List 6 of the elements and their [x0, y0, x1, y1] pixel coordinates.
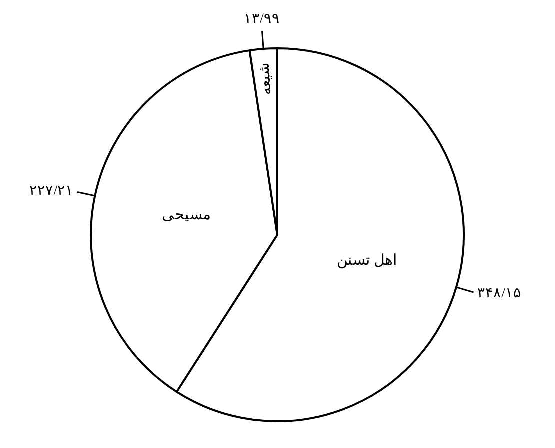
- slice-label: مسیحی: [162, 207, 211, 224]
- slice-label: اهل تسنن: [337, 253, 397, 270]
- data-label: ۱۳/۹۹: [244, 12, 280, 27]
- data-label: ۳۴۸/۱۵: [478, 286, 522, 302]
- data-label: ۲۲۷/۲۱: [30, 184, 74, 200]
- slice-label: شیعه: [256, 62, 275, 96]
